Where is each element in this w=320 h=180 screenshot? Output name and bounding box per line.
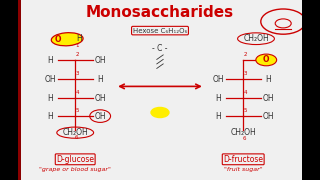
Text: H: H — [97, 75, 103, 84]
Text: - C -: - C - — [152, 44, 168, 53]
Text: D-fructose: D-fructose — [223, 155, 263, 164]
Text: OH: OH — [262, 112, 274, 121]
Circle shape — [151, 107, 169, 118]
Text: CH₂OH: CH₂OH — [244, 34, 269, 43]
Text: H: H — [76, 34, 82, 43]
Text: 1: 1 — [75, 43, 78, 48]
Text: O: O — [54, 35, 61, 44]
Text: "grape or blood sugar": "grape or blood sugar" — [39, 167, 111, 172]
Text: 2: 2 — [76, 52, 79, 57]
Text: 6: 6 — [75, 135, 78, 140]
Text: D-glucose: D-glucose — [56, 155, 94, 164]
Ellipse shape — [256, 54, 276, 66]
Text: "fruit sugar": "fruit sugar" — [224, 167, 262, 172]
Text: 2: 2 — [244, 52, 247, 57]
Text: O: O — [263, 55, 269, 64]
Text: 4: 4 — [76, 90, 79, 95]
Text: 5: 5 — [76, 108, 79, 113]
Text: OH: OH — [44, 75, 56, 84]
Text: 3: 3 — [244, 71, 247, 76]
Text: OH: OH — [262, 94, 274, 103]
Text: CH₂OH: CH₂OH — [62, 128, 88, 137]
Text: H: H — [215, 94, 221, 103]
Text: CH₂OH: CH₂OH — [230, 128, 256, 137]
Text: OH: OH — [94, 56, 106, 65]
Ellipse shape — [51, 33, 83, 46]
Text: OH: OH — [94, 112, 106, 121]
Text: 4: 4 — [244, 90, 247, 95]
Text: H: H — [215, 112, 221, 121]
Text: H: H — [47, 94, 53, 103]
Text: H: H — [47, 112, 53, 121]
Text: OH: OH — [94, 94, 106, 103]
Text: 5: 5 — [244, 108, 247, 113]
Text: H: H — [265, 75, 271, 84]
Text: Monosaccharides: Monosaccharides — [86, 5, 234, 20]
Text: 3: 3 — [76, 71, 79, 76]
Text: Hexose C₆H₁₂O₆: Hexose C₆H₁₂O₆ — [133, 28, 187, 34]
Text: H: H — [47, 56, 53, 65]
Text: OH: OH — [212, 75, 224, 84]
Text: 6: 6 — [243, 136, 246, 141]
